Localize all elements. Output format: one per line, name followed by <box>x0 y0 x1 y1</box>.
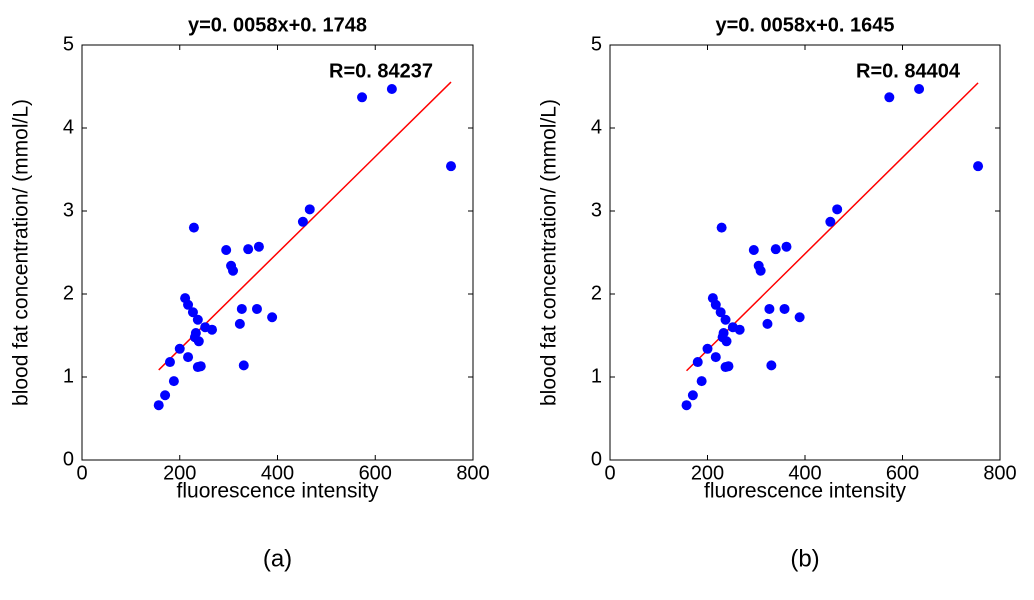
data-point <box>193 336 204 347</box>
data-point <box>723 361 734 372</box>
data-point <box>357 92 368 103</box>
data-point <box>766 360 777 371</box>
x-tick-label: 400 <box>261 462 294 484</box>
data-point <box>297 216 308 227</box>
data-point <box>234 318 245 329</box>
data-point <box>884 92 895 103</box>
data-point <box>386 83 397 94</box>
x-tick-label: 600 <box>886 462 919 484</box>
data-point <box>238 360 249 371</box>
data-point <box>914 83 925 94</box>
data-point <box>696 376 707 387</box>
y-tick-label: 2 <box>63 282 74 304</box>
y-tick-label: 5 <box>63 33 74 55</box>
data-point <box>243 244 254 255</box>
y-tick-label: 4 <box>63 116 74 138</box>
data-point <box>715 307 726 318</box>
data-point <box>253 241 264 252</box>
data-point <box>681 400 692 411</box>
data-point <box>164 357 175 368</box>
data-point <box>251 303 262 314</box>
data-point <box>779 303 790 314</box>
data-point <box>720 314 731 325</box>
data-point <box>721 336 732 347</box>
data-point <box>692 357 703 368</box>
data-point <box>195 361 206 372</box>
chart-title: y=0. 0058x+0. 1748 <box>188 14 367 36</box>
data-point <box>762 318 773 329</box>
data-point <box>710 299 721 310</box>
data-point <box>764 303 775 314</box>
data-point <box>207 324 218 335</box>
caption: (b) <box>790 545 819 572</box>
data-point <box>832 204 843 215</box>
x-tick-label: 200 <box>691 462 724 484</box>
y-tick-label: 4 <box>591 116 602 138</box>
chart-title: y=0. 0058x+0. 1645 <box>715 14 894 36</box>
data-point <box>228 265 239 276</box>
plot-frame <box>609 44 1001 461</box>
data-point <box>716 222 727 233</box>
x-tick-label: 600 <box>359 462 392 484</box>
y-tick-label: 3 <box>591 199 602 221</box>
data-point <box>192 314 203 325</box>
data-point <box>168 376 179 387</box>
data-point <box>755 265 766 276</box>
data-point <box>267 312 278 323</box>
data-point <box>304 204 315 215</box>
data-point <box>183 352 194 363</box>
data-point <box>190 328 201 339</box>
data-point <box>781 241 792 252</box>
y-tick-label: 1 <box>63 365 74 387</box>
x-tick-label: 200 <box>163 462 196 484</box>
y-tick-label: 5 <box>591 33 602 55</box>
data-point <box>221 245 232 256</box>
data-point <box>187 307 198 318</box>
annotation: R=0. 84237 <box>329 60 433 82</box>
x-tick-label: 0 <box>76 462 87 484</box>
annotation: R=0. 84404 <box>856 60 961 82</box>
caption: (a) <box>263 545 292 572</box>
y-tick-label: 2 <box>591 282 602 304</box>
data-point <box>710 352 721 363</box>
data-point <box>748 245 759 256</box>
data-point <box>734 324 745 335</box>
x-tick-label: 0 <box>604 462 615 484</box>
y-tick-label: 0 <box>63 448 74 470</box>
data-point <box>183 299 194 310</box>
x-axis-label: fluorescence intensity <box>177 480 379 503</box>
x-axis-label: fluorescence intensity <box>704 480 906 503</box>
y-axis-label: blood fat concentration/ (mmol/L) <box>538 99 561 406</box>
data-point <box>236 303 247 314</box>
data-point <box>188 222 199 233</box>
data-point <box>702 343 713 354</box>
y-tick-label: 0 <box>591 448 602 470</box>
y-tick-label: 1 <box>591 365 602 387</box>
x-tick-label: 800 <box>456 462 489 484</box>
data-point <box>718 328 729 339</box>
data-point <box>794 312 805 323</box>
data-point <box>174 343 185 354</box>
x-tick-label: 400 <box>788 462 821 484</box>
data-point <box>770 244 781 255</box>
data-point <box>160 390 171 401</box>
y-axis-label: blood fat concentration/ (mmol/L) <box>10 99 33 406</box>
data-point <box>973 161 984 172</box>
data-point <box>153 400 164 411</box>
data-point <box>825 216 836 227</box>
data-point <box>687 390 698 401</box>
x-tick-label: 800 <box>983 462 1016 484</box>
y-tick-label: 3 <box>63 199 74 221</box>
data-point <box>446 161 457 172</box>
